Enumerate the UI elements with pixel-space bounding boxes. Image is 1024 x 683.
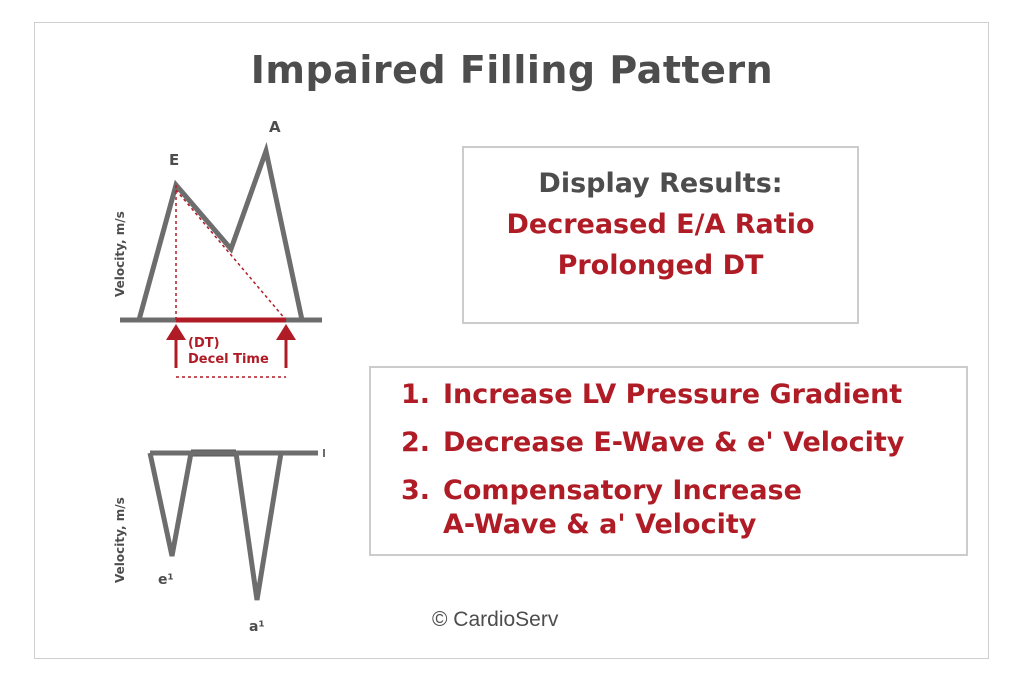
- dt-end-arrow-icon: [276, 324, 296, 368]
- step-number: 3.: [401, 475, 431, 506]
- outer-frame: [34, 22, 989, 659]
- y-axis-label-bottom: Velocity, m/s: [113, 497, 127, 583]
- mitral-wave-trace: [136, 141, 305, 321]
- tissue-doppler-waveform: e¹ a¹ Velocity, m/s: [113, 449, 325, 635]
- y-axis-label-top: Velocity, m/s: [113, 211, 127, 297]
- peak-e-label: E: [169, 151, 179, 169]
- dt-start-arrow-icon: [166, 324, 186, 368]
- step-item-3: 3. Compensatory Increase A-Wave & a' Velo…: [401, 474, 802, 542]
- step-text-continued: A-Wave & a' Velocity: [443, 509, 757, 540]
- page-title: Impaired Filling Pattern: [250, 48, 774, 92]
- tissue-wave-trace: [147, 450, 284, 601]
- peak-a-label: A: [269, 118, 281, 136]
- result-line-ea-ratio: Decreased E/A Ratio: [506, 209, 815, 240]
- step-item-1: 1. Increase LV Pressure Gradient: [401, 378, 902, 412]
- copyright-notice: © CardioServ: [432, 608, 559, 631]
- result-line-dt: Prolonged DT: [557, 250, 764, 281]
- dt-label-abbrev: (DT): [188, 336, 220, 351]
- mitral-inflow-waveform: E A Velocity, m/s (DT) Decel Time: [113, 118, 322, 378]
- dt-label-full: Decel Time: [188, 352, 269, 367]
- results-heading: Display Results:: [538, 168, 783, 199]
- step-item-2: 2. Decrease E-Wave & e' Velocity: [401, 426, 904, 460]
- step-number: 2.: [401, 427, 431, 458]
- deceleration-slope-line: [175, 189, 287, 321]
- mechanism-steps-box: 1. Increase LV Pressure Gradient 2. Decrea…: [369, 366, 968, 556]
- step-text: Decrease E-Wave & e' Velocity: [443, 427, 905, 458]
- peak-e-prime-label: e¹: [158, 572, 174, 588]
- peak-a-prime-label: a¹: [249, 619, 265, 635]
- step-text: Compensatory Increase: [443, 475, 802, 506]
- display-results-box: Display Results: Decreased E/A Ratio Pro…: [462, 146, 859, 324]
- step-text: Increase LV Pressure Gradient: [443, 379, 903, 410]
- step-number: 1.: [401, 379, 431, 410]
